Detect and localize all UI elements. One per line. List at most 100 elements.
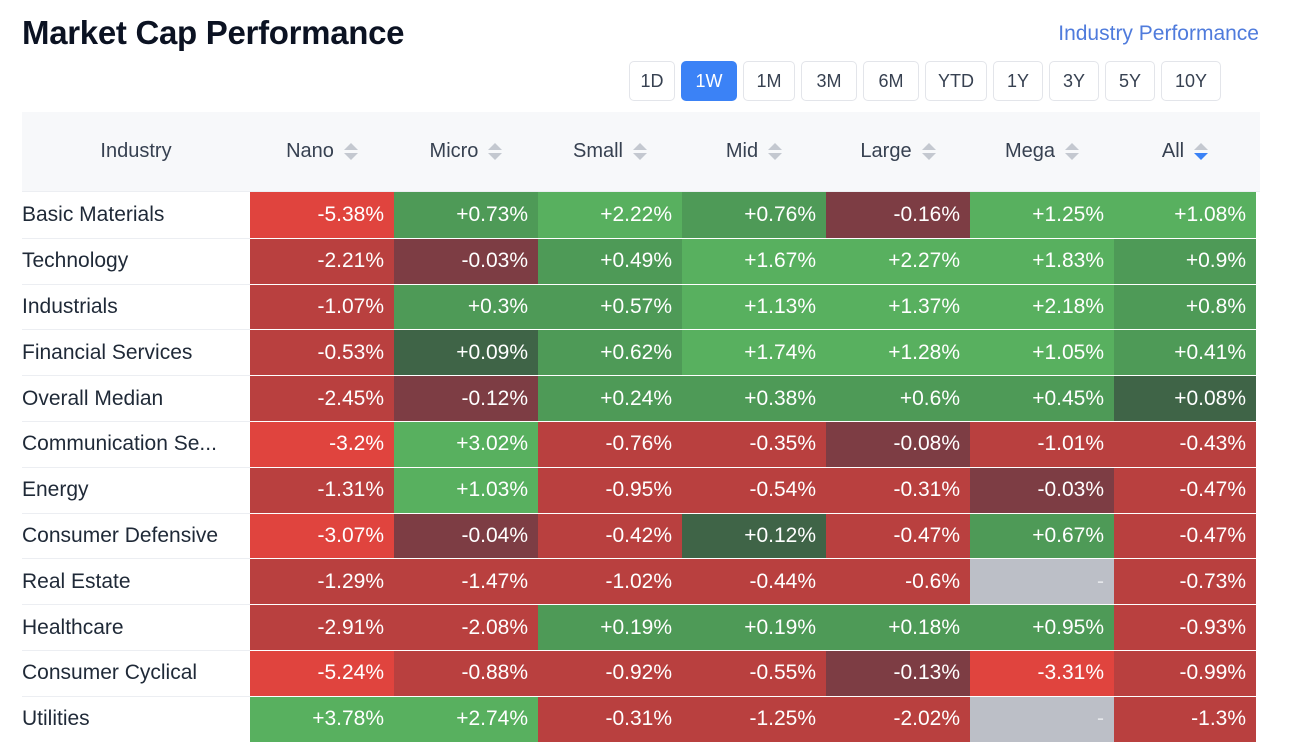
industry-name[interactable]: Utilities [22, 695, 250, 742]
industry-name[interactable]: Overall Median [22, 375, 250, 421]
industry-name[interactable]: Consumer Cyclical [22, 649, 250, 696]
performance-cell-mega[interactable]: -1.01% [970, 420, 1114, 467]
industry-name[interactable]: Basic Materials [22, 202, 165, 226]
performance-cell-large[interactable]: -0.31% [826, 466, 970, 513]
period-button-10y[interactable]: 10Y [1161, 61, 1221, 101]
performance-cell-large[interactable]: -2.02% [826, 695, 970, 742]
period-button-1y[interactable]: 1Y [993, 61, 1043, 101]
performance-cell-mega[interactable]: -3.31% [970, 649, 1114, 696]
performance-cell-nano[interactable]: -2.91% [250, 604, 394, 650]
column-header-micro[interactable]: Micro [394, 112, 538, 191]
performance-cell-micro[interactable]: -0.12% [394, 375, 538, 421]
performance-cell-large[interactable]: +0.6% [826, 375, 970, 421]
performance-cell-all[interactable]: -0.99% [1114, 649, 1256, 696]
industry-name[interactable]: Real Estate [22, 558, 250, 604]
period-button-5y[interactable]: 5Y [1105, 61, 1155, 101]
industry-name[interactable]: Communication Se... [22, 420, 250, 467]
performance-cell-all[interactable]: -0.47% [1114, 512, 1256, 559]
performance-cell-mid[interactable]: +0.76% [682, 192, 826, 238]
performance-cell-all[interactable]: +0.9% [1114, 237, 1256, 284]
performance-cell-small[interactable]: +0.19% [538, 604, 682, 650]
performance-cell-large[interactable]: +1.28% [826, 329, 970, 376]
performance-cell-large[interactable]: +1.37% [826, 283, 970, 330]
column-header-small[interactable]: Small [538, 112, 682, 191]
period-button-6m[interactable]: 6M [863, 61, 919, 101]
performance-cell-nano[interactable]: -5.38% [250, 192, 394, 238]
performance-cell-micro[interactable]: -0.04% [394, 512, 538, 559]
performance-cell-large[interactable]: -0.16% [826, 192, 970, 238]
performance-cell-nano[interactable]: -2.45% [250, 375, 394, 421]
period-button-1w[interactable]: 1W [681, 61, 737, 101]
performance-cell-all[interactable]: -0.47% [1114, 466, 1256, 513]
period-button-1d[interactable]: 1D [629, 61, 675, 101]
performance-cell-small[interactable]: -0.95% [538, 466, 682, 513]
performance-cell-mega[interactable]: +2.18% [970, 283, 1114, 330]
period-button-3m[interactable]: 3M [801, 61, 857, 101]
performance-cell-mega[interactable]: +0.67% [970, 512, 1114, 559]
performance-cell-large[interactable]: +0.18% [826, 604, 970, 650]
performance-cell-nano[interactable]: -0.53% [250, 329, 394, 376]
performance-cell-mega[interactable]: +1.25% [970, 192, 1114, 238]
column-header-nano[interactable]: Nano [250, 112, 394, 191]
performance-cell-nano[interactable]: -1.07% [250, 283, 394, 330]
performance-cell-mid[interactable]: +1.13% [682, 283, 826, 330]
performance-cell-small[interactable]: -1.02% [538, 558, 682, 605]
performance-cell-all[interactable]: -0.93% [1114, 604, 1256, 650]
period-button-3y[interactable]: 3Y [1049, 61, 1099, 101]
performance-cell-large[interactable]: -0.6% [826, 558, 970, 605]
performance-cell-micro[interactable]: +1.03% [394, 466, 538, 513]
performance-cell-micro[interactable]: +3.02% [394, 420, 538, 467]
performance-cell-nano[interactable]: -1.31% [250, 466, 394, 513]
column-header-large[interactable]: Large [826, 112, 970, 191]
performance-cell-mega[interactable]: - [970, 558, 1114, 605]
performance-cell-mid[interactable]: -0.35% [682, 420, 826, 467]
performance-cell-all[interactable]: +1.08% [1114, 192, 1256, 238]
performance-cell-micro[interactable]: +0.3% [394, 283, 538, 330]
performance-cell-micro[interactable]: -1.47% [394, 558, 538, 605]
performance-cell-all[interactable]: +0.8% [1114, 283, 1256, 330]
performance-cell-mid[interactable]: +0.19% [682, 604, 826, 650]
period-button-1m[interactable]: 1M [743, 61, 795, 101]
column-header-all[interactable]: All [1114, 112, 1256, 191]
performance-cell-mega[interactable]: +0.45% [970, 375, 1114, 421]
performance-cell-all[interactable]: -0.73% [1114, 558, 1256, 605]
performance-cell-small[interactable]: +2.22% [538, 192, 682, 238]
performance-cell-nano[interactable]: -5.24% [250, 649, 394, 696]
performance-cell-mega[interactable]: +1.83% [970, 237, 1114, 284]
performance-cell-small[interactable]: -0.31% [538, 695, 682, 742]
performance-cell-micro[interactable]: +0.09% [394, 329, 538, 376]
industry-name[interactable]: Healthcare [22, 604, 250, 650]
performance-cell-mid[interactable]: -1.25% [682, 695, 826, 742]
performance-cell-micro[interactable]: -0.03% [394, 237, 538, 284]
performance-cell-nano[interactable]: -3.07% [250, 512, 394, 559]
performance-cell-mid[interactable]: -0.54% [682, 466, 826, 513]
performance-cell-mega[interactable]: - [970, 695, 1114, 742]
performance-cell-all[interactable]: -1.3% [1114, 695, 1256, 742]
period-button-ytd[interactable]: YTD [925, 61, 987, 101]
industry-name[interactable]: Consumer Defensive [22, 512, 250, 559]
performance-cell-large[interactable]: +2.27% [826, 237, 970, 284]
performance-cell-mid[interactable]: +0.12% [682, 512, 826, 559]
performance-cell-large[interactable]: -0.47% [826, 512, 970, 559]
column-header-mid[interactable]: Mid [682, 112, 826, 191]
industry-name[interactable]: Technology [22, 237, 250, 284]
performance-cell-nano[interactable]: -1.29% [250, 558, 394, 605]
industry-performance-link[interactable]: Industry Performance [1058, 22, 1259, 45]
industry-name[interactable]: Industrials [22, 283, 250, 330]
performance-cell-small[interactable]: +0.62% [538, 329, 682, 376]
performance-cell-mid[interactable]: +0.38% [682, 375, 826, 421]
performance-cell-micro[interactable]: +0.73% [394, 192, 538, 238]
performance-cell-nano[interactable]: -3.2% [250, 420, 394, 467]
performance-cell-small[interactable]: +0.57% [538, 283, 682, 330]
performance-cell-small[interactable]: -0.42% [538, 512, 682, 559]
performance-cell-small[interactable]: +0.49% [538, 237, 682, 284]
performance-cell-micro[interactable]: -2.08% [394, 604, 538, 650]
performance-cell-nano[interactable]: -2.21% [250, 237, 394, 284]
performance-cell-mid[interactable]: -0.44% [682, 558, 826, 605]
performance-cell-nano[interactable]: +3.78% [250, 695, 394, 742]
performance-cell-mid[interactable]: -0.55% [682, 649, 826, 696]
industry-name[interactable]: Financial Services [22, 329, 250, 375]
performance-cell-all[interactable]: +0.41% [1114, 329, 1256, 376]
performance-cell-mid[interactable]: +1.74% [682, 329, 826, 376]
performance-cell-large[interactable]: -0.08% [826, 420, 970, 467]
